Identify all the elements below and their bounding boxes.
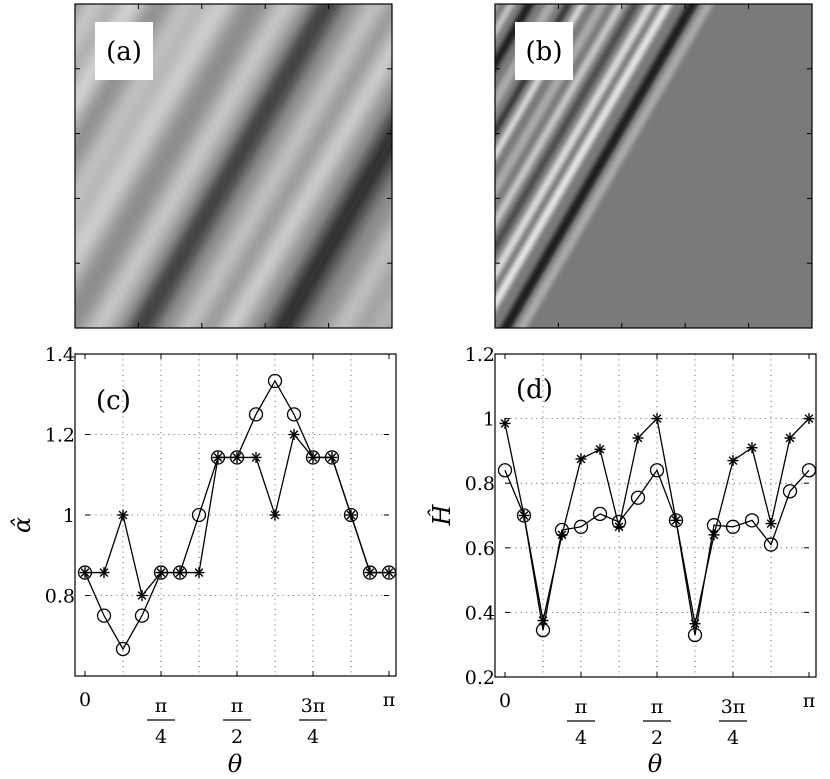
chart-c-xlabel: θ bbox=[228, 750, 243, 778]
chart-c-xtick-num-2: π bbox=[231, 695, 244, 717]
chart-c-xtick-num-1: π bbox=[155, 695, 168, 717]
chart-d-xtick-num-3: 3π bbox=[721, 696, 746, 718]
chart-d-point-circles-1 bbox=[516, 508, 532, 523]
chart-c-ticks: 0.8 1 1.2 1.4 0 π 4 π 2 3π 4 π bbox=[45, 344, 395, 748]
chart-d-point-stars-5 bbox=[594, 443, 606, 455]
chart-c-point-circles-14 bbox=[343, 507, 359, 523]
chart-c-point-stars-7 bbox=[212, 451, 224, 463]
chart-d-xtick-num-1: π bbox=[575, 696, 588, 718]
chart-d-point-stars-12 bbox=[727, 455, 739, 467]
image-panel-b: (b) bbox=[494, 3, 813, 329]
chart-d-ytick-label-4: 1 bbox=[483, 409, 495, 431]
chart-d-point-circles-9 bbox=[668, 513, 684, 528]
chart-d-xtick-den-2: 2 bbox=[651, 727, 663, 749]
chart-d-point-circles-4 bbox=[573, 519, 589, 534]
chart-c-point-stars-10 bbox=[269, 509, 281, 521]
chart-d-point-circles-13 bbox=[744, 513, 760, 528]
chart-c-point-stars-5 bbox=[174, 567, 186, 579]
chart-d-ytick-label-0: 0.2 bbox=[465, 667, 495, 689]
panel-label-b: (b) bbox=[526, 37, 563, 67]
chart-c-frame bbox=[74, 353, 397, 677]
chart-c-point-stars-9 bbox=[250, 451, 262, 463]
chart-c-label: (c) bbox=[96, 386, 131, 416]
chart-c-grid bbox=[85, 354, 389, 676]
panel-label-a: (a) bbox=[106, 37, 142, 67]
chart-c-xtick-label-4: π bbox=[383, 689, 396, 711]
chart-c-ytick-label-3: 1.4 bbox=[45, 344, 75, 366]
chart-c-xtick-den-1: 4 bbox=[155, 726, 167, 748]
chart-d-point-stars-15 bbox=[784, 432, 796, 444]
chart-c-point-stars-15 bbox=[364, 567, 376, 579]
chart-c-point-stars-1 bbox=[98, 567, 110, 579]
chart-d-xtick-num-2: π bbox=[651, 696, 664, 718]
chart-c-xtick-den-2: 2 bbox=[231, 726, 243, 748]
chart-d-point-stars-8 bbox=[651, 413, 663, 425]
chart-d-ytick-label-2: 0.6 bbox=[465, 538, 495, 560]
chart-c-point-circles-3 bbox=[134, 608, 150, 623]
chart-d-point-stars-14 bbox=[765, 518, 777, 530]
chart-d-point-stars-11 bbox=[708, 529, 720, 541]
chart-d-xtick-label-4: π bbox=[803, 690, 816, 712]
chart-d-point-circles-5 bbox=[592, 506, 608, 522]
chart-c-xtick-label-0: 0 bbox=[79, 689, 91, 711]
chart-c-point-stars-13 bbox=[326, 451, 338, 463]
chart-c-point-circles-9 bbox=[248, 407, 264, 422]
chart-c-point-circles-1 bbox=[96, 608, 112, 623]
chart-c-point-stars-3 bbox=[136, 590, 148, 601]
chart-d: 0.2 0.4 0.6 0.8 1 1.2 0 π 4 π 2 3π 4 π (d) Ĥ θ bbox=[427, 344, 817, 778]
chart-d-point-circles-15 bbox=[782, 484, 798, 499]
chart-d-series bbox=[497, 413, 817, 643]
chart-d-xtick-den-1: 4 bbox=[575, 727, 587, 749]
chart-c-point-circles-2 bbox=[115, 641, 131, 657]
chart-c: 0.8 1 1.2 1.4 0 π 4 π 2 3π 4 π (c) α̂ θ bbox=[8, 344, 397, 778]
chart-c-ytick-label-2: 1.2 bbox=[45, 425, 75, 447]
chart-d-point-stars-10 bbox=[689, 618, 701, 630]
chart-d-point-stars-13 bbox=[746, 442, 758, 454]
chart-d-xtick-label-0: 0 bbox=[499, 690, 511, 712]
chart-d-frame bbox=[494, 353, 817, 678]
chart-d-point-stars-6 bbox=[613, 521, 625, 533]
chart-c-point-stars-6 bbox=[193, 567, 205, 579]
chart-d-point-stars-7 bbox=[632, 432, 644, 444]
chart-d-point-circles-0 bbox=[497, 463, 513, 478]
chart-c-point-circles-10 bbox=[267, 373, 283, 389]
chart-d-ytick-label-1: 0.4 bbox=[465, 602, 495, 624]
chart-c-point-stars-0 bbox=[79, 567, 91, 579]
chart-d-point-stars-9 bbox=[670, 514, 682, 526]
chart-d-ticks: 0.2 0.4 0.6 0.8 1 1.2 0 π 4 π 2 3π 4 π bbox=[465, 344, 815, 749]
chart-c-point-stars-12 bbox=[307, 451, 319, 463]
chart-d-point-stars-4 bbox=[575, 453, 587, 465]
chart-d-point-stars-1 bbox=[518, 510, 530, 521]
chart-d-point-circles-7 bbox=[630, 490, 646, 505]
chart-d-point-stars-0 bbox=[499, 417, 511, 429]
chart-d-ytick-label-3: 0.8 bbox=[465, 473, 495, 495]
chart-d-point-circles-14 bbox=[763, 537, 779, 552]
chart-c-point-stars-11 bbox=[288, 429, 300, 440]
chart-d-point-stars-2 bbox=[537, 614, 549, 626]
chart-c-point-stars-8 bbox=[231, 451, 243, 463]
chart-d-point-stars-3 bbox=[556, 529, 568, 541]
chart-d-xlabel: θ bbox=[648, 750, 663, 778]
chart-d-point-circles-8 bbox=[649, 463, 665, 478]
chart-c-point-stars-2 bbox=[117, 509, 129, 521]
chart-c-series bbox=[77, 373, 397, 657]
chart-d-ylabel: Ĥ bbox=[427, 503, 456, 526]
chart-c-xtick-den-3: 4 bbox=[307, 726, 319, 748]
chart-c-ylabel: α̂ bbox=[8, 517, 36, 533]
chart-c-point-stars-14 bbox=[345, 509, 357, 521]
chart-c-point-stars-4 bbox=[155, 567, 167, 579]
chart-c-point-circles-6 bbox=[191, 507, 207, 523]
chart-c-ytick-label-1: 1 bbox=[63, 505, 75, 527]
chart-d-ytick-label-5: 1.2 bbox=[465, 344, 495, 366]
chart-d-label: (d) bbox=[516, 375, 553, 405]
chart-c-point-stars-16 bbox=[383, 567, 395, 579]
chart-c-point-circles-11 bbox=[286, 407, 302, 422]
chart-c-xtick-num-3: 3π bbox=[301, 695, 326, 717]
chart-d-point-circles-12 bbox=[725, 519, 741, 534]
chart-c-ytick-label-0: 0.8 bbox=[45, 586, 75, 608]
chart-d-xtick-den-3: 4 bbox=[727, 727, 739, 749]
